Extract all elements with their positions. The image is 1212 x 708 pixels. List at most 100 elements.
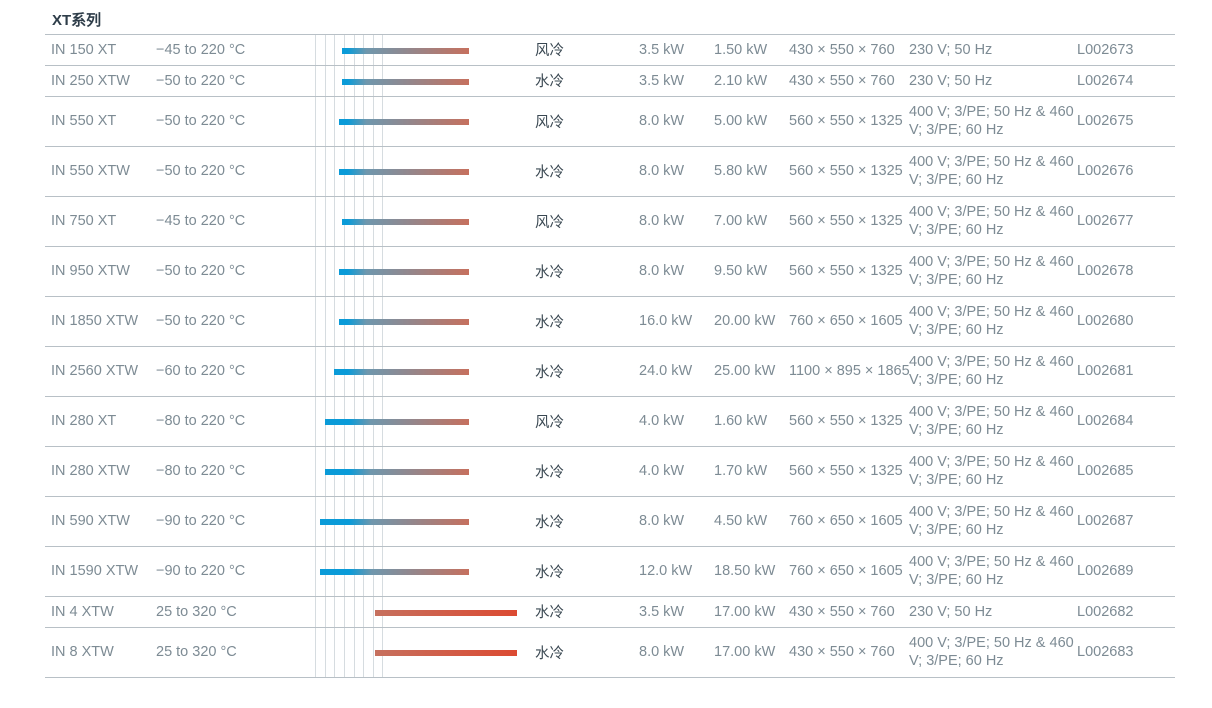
dimensions-cell: 560 × 550 × 1325 — [789, 163, 903, 179]
table-row: IN 150 XT −45 to 220 °C 风冷 3.5 kW 1.50 kW 430… — [45, 34, 1175, 65]
table-row: IN 280 XT −80 to 220 °C 风冷 4.0 kW 1.60 kW 560… — [45, 396, 1175, 446]
table-row: IN 8 XTW 25 to 320 °C 水冷 8.0 kW 17.00 kW 430 … — [45, 627, 1175, 677]
dimensions-cell: 430 × 550 × 760 — [789, 603, 895, 620]
temperature-gridline — [343, 34, 345, 677]
temperature-range-bar — [334, 369, 470, 375]
dimensions-cell: 560 × 550 × 1325 — [789, 463, 903, 479]
order-code-cell: L002683 — [1077, 644, 1134, 660]
temperature-range-cell: 25 to 320 °C — [156, 603, 237, 620]
heating-power-cell: 8.0 kW — [639, 213, 685, 229]
power-supply-cell: 230 V; 50 Hz — [909, 603, 993, 620]
table-top-rule — [45, 34, 1175, 35]
power-supply-cell: 400 V; 3/PE; 50 Hz & 460 V; 3/PE; 60 Hz — [909, 554, 1074, 588]
temperature-range-cell: −50 to 220 °C — [156, 163, 246, 179]
power-supply-cell: 400 V; 3/PE; 50 Hz & 460 V; 3/PE; 60 Hz — [909, 304, 1074, 338]
temperature-range-cell: −60 to 220 °C — [156, 363, 246, 379]
cooling-type-cell: 水冷 — [535, 645, 564, 662]
model-cell: IN 550 XT — [51, 113, 117, 129]
temperature-range-bar — [341, 78, 470, 85]
temperature-range-cell: −90 to 220 °C — [156, 563, 246, 579]
temperature-range-cell: −50 to 220 °C — [156, 113, 246, 129]
table-row: IN 1590 XTW −90 to 220 °C 水冷 12.0 kW 18.50 k… — [45, 546, 1175, 596]
temperature-range-bar — [375, 609, 518, 616]
table-row: IN 750 XT −45 to 220 °C 风冷 8.0 kW 7.00 kW 560… — [45, 196, 1175, 246]
temperature-range-bar — [324, 419, 470, 425]
cooling-capacity-cell: 17.00 kW — [714, 644, 776, 660]
heating-power-cell: 8.0 kW — [639, 113, 685, 129]
dimensions-cell: 430 × 550 × 760 — [789, 41, 895, 58]
row-divider — [45, 196, 1175, 197]
order-code-cell: L002687 — [1077, 513, 1134, 529]
power-supply-cell: 400 V; 3/PE; 50 Hz & 460 V; 3/PE; 60 Hz — [909, 254, 1074, 288]
order-code-cell: L002673 — [1077, 41, 1134, 58]
cooling-type-cell: 水冷 — [535, 564, 564, 581]
row-divider — [45, 627, 1175, 628]
cooling-type-cell: 水冷 — [535, 364, 564, 381]
heating-power-cell: 16.0 kW — [639, 313, 693, 329]
cooling-capacity-cell: 17.00 kW — [714, 603, 776, 620]
temperature-range-cell: −50 to 220 °C — [156, 313, 246, 329]
row-divider — [45, 65, 1175, 66]
heating-power-cell: 8.0 kW — [639, 513, 685, 529]
power-supply-cell: 230 V; 50 Hz — [909, 72, 993, 89]
cooling-capacity-cell: 5.00 kW — [714, 113, 768, 129]
heating-power-cell: 3.5 kW — [639, 41, 685, 58]
temperature-range-bar — [339, 319, 470, 325]
order-code-cell: L002685 — [1077, 463, 1134, 479]
temperature-gridline — [334, 34, 336, 677]
cooling-capacity-cell: 7.00 kW — [714, 213, 768, 229]
temperature-range-bar — [341, 47, 470, 54]
order-code-cell: L002678 — [1077, 263, 1134, 279]
order-code-cell: L002677 — [1077, 213, 1134, 229]
cooling-capacity-cell: 1.60 kW — [714, 413, 768, 429]
heating-power-cell: 8.0 kW — [639, 263, 685, 279]
row-divider — [45, 146, 1175, 147]
row-divider — [45, 596, 1175, 597]
cooling-capacity-cell: 25.00 kW — [714, 363, 776, 379]
cooling-type-cell: 风冷 — [535, 414, 564, 431]
cooling-type-cell: 水冷 — [535, 464, 564, 481]
table-row: IN 2560 XTW −60 to 220 °C 水冷 24.0 kW 25.00 k… — [45, 346, 1175, 396]
temperature-gridline — [324, 34, 326, 677]
model-cell: IN 4 XTW — [51, 603, 114, 620]
temperature-gridline — [353, 34, 355, 677]
temperature-range-bar — [341, 219, 470, 225]
power-supply-cell: 400 V; 3/PE; 50 Hz & 460 V; 3/PE; 60 Hz — [909, 354, 1074, 388]
heating-power-cell: 8.0 kW — [639, 163, 685, 179]
row-divider — [45, 396, 1175, 397]
cooling-capacity-cell: 20.00 kW — [714, 313, 776, 329]
temperature-range-bar — [324, 469, 470, 475]
heating-power-cell: 24.0 kW — [639, 363, 693, 379]
temperature-range-cell: −80 to 220 °C — [156, 463, 246, 479]
temperature-gridline — [363, 34, 365, 677]
dimensions-cell: 560 × 550 × 1325 — [789, 263, 903, 279]
dimensions-cell: 430 × 550 × 760 — [789, 644, 895, 660]
temperature-range-cell: −90 to 220 °C — [156, 513, 246, 529]
model-cell: IN 280 XT — [51, 413, 117, 429]
model-cell: IN 550 XTW — [51, 163, 130, 179]
cooling-capacity-cell: 18.50 kW — [714, 563, 776, 579]
temperature-range-bar — [375, 650, 518, 656]
cooling-type-cell: 水冷 — [535, 314, 564, 331]
row-divider — [45, 246, 1175, 247]
heating-power-cell: 12.0 kW — [639, 563, 693, 579]
model-cell: IN 150 XT — [51, 41, 117, 58]
cooling-type-cell: 水冷 — [535, 605, 564, 621]
dimensions-cell: 1100 × 895 × 1865 — [789, 363, 910, 379]
order-code-cell: L002689 — [1077, 563, 1134, 579]
model-cell: IN 1590 XTW — [51, 563, 139, 579]
heating-power-cell: 8.0 kW — [639, 644, 685, 660]
cooling-type-cell: 水冷 — [535, 74, 564, 90]
cooling-capacity-cell: 2.10 kW — [714, 72, 768, 89]
cooling-capacity-cell: 1.70 kW — [714, 463, 768, 479]
model-cell: IN 250 XTW — [51, 72, 130, 89]
table-row: IN 950 XTW −50 to 220 °C 水冷 8.0 kW 9.50 kW 56… — [45, 246, 1175, 296]
heating-power-cell: 4.0 kW — [639, 413, 685, 429]
power-supply-cell: 400 V; 3/PE; 50 Hz & 460 V; 3/PE; 60 Hz — [909, 204, 1074, 238]
dimensions-cell: 560 × 550 × 1325 — [789, 113, 903, 129]
temperature-range-cell: −45 to 220 °C — [156, 213, 246, 229]
cooling-capacity-cell: 4.50 kW — [714, 513, 768, 529]
model-cell: IN 1850 XTW — [51, 313, 139, 329]
temperature-gridline — [382, 34, 384, 677]
cooling-capacity-cell: 9.50 kW — [714, 263, 768, 279]
